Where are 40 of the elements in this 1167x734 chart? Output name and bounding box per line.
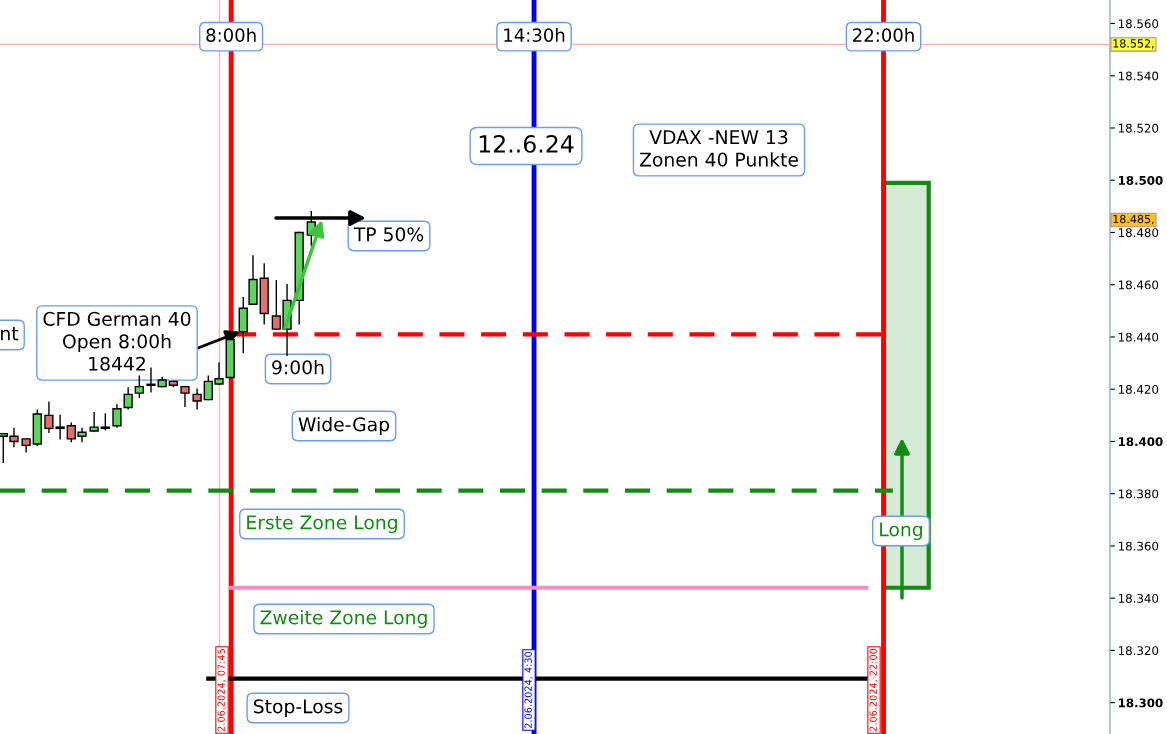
annotation: 2.06.2024, 4:30	[524, 651, 533, 729]
text: 18.485,	[1113, 214, 1154, 225]
y-tick-label: 18.460	[1118, 280, 1159, 290]
y-tick-label: 18.480	[1118, 228, 1159, 238]
y-tick-label: 18.420	[1118, 384, 1159, 394]
y-tick-label: 18.380	[1118, 489, 1159, 499]
annotation: nt	[1, 327, 19, 341]
y-tick-label: 18.400	[1118, 437, 1163, 447]
y-tick-label: 18.500	[1118, 175, 1163, 185]
annotation: 2.06.2024, 07:45	[217, 649, 226, 732]
ref-line-label: 22:00h	[853, 27, 914, 42]
y-tick-label: 18.340	[1118, 593, 1159, 603]
annotation: Wide-Gap	[298, 416, 390, 436]
annotation: 2.06.2024, 22:00	[869, 648, 878, 732]
candlestick	[146, 367, 156, 393]
annotation: Stop-Loss	[253, 699, 343, 718]
y-tick-label: 18.540	[1118, 71, 1159, 81]
candlestick	[112, 404, 122, 428]
ref-line-label: 18.552,	[1113, 39, 1154, 49]
y-tick-label: 18.320	[1118, 646, 1159, 656]
y-tick-label: 18.360	[1118, 541, 1159, 551]
annotation: VDAX -NEW 13 Zonen 40 Punkte	[639, 130, 798, 167]
annotation: Erste Zone Long	[247, 515, 397, 534]
y-tick-label: 18.440	[1118, 332, 1159, 342]
candlestick	[180, 385, 190, 407]
annotation: 12..6.24	[479, 134, 574, 153]
y-tick-label: 18.520	[1118, 123, 1159, 133]
y-tick-label: 18.300	[1118, 698, 1163, 708]
annotation: TP 50%	[353, 227, 424, 242]
y-tick-label: 18.560	[1118, 19, 1159, 29]
candlestick	[89, 412, 99, 432]
ref-line-label: 8:00h	[206, 27, 256, 42]
ref-line-label: 14:30h	[504, 27, 565, 42]
candlestick	[134, 375, 144, 398]
annotation: Long	[880, 522, 922, 541]
candlestick	[123, 387, 133, 410]
annotation: 9:00h	[272, 359, 324, 375]
candlestick	[192, 388, 202, 410]
annotation: CFD German 40 Open 8:00h 18442	[43, 311, 191, 371]
annotation: Zweite Zone Long	[260, 609, 427, 629]
